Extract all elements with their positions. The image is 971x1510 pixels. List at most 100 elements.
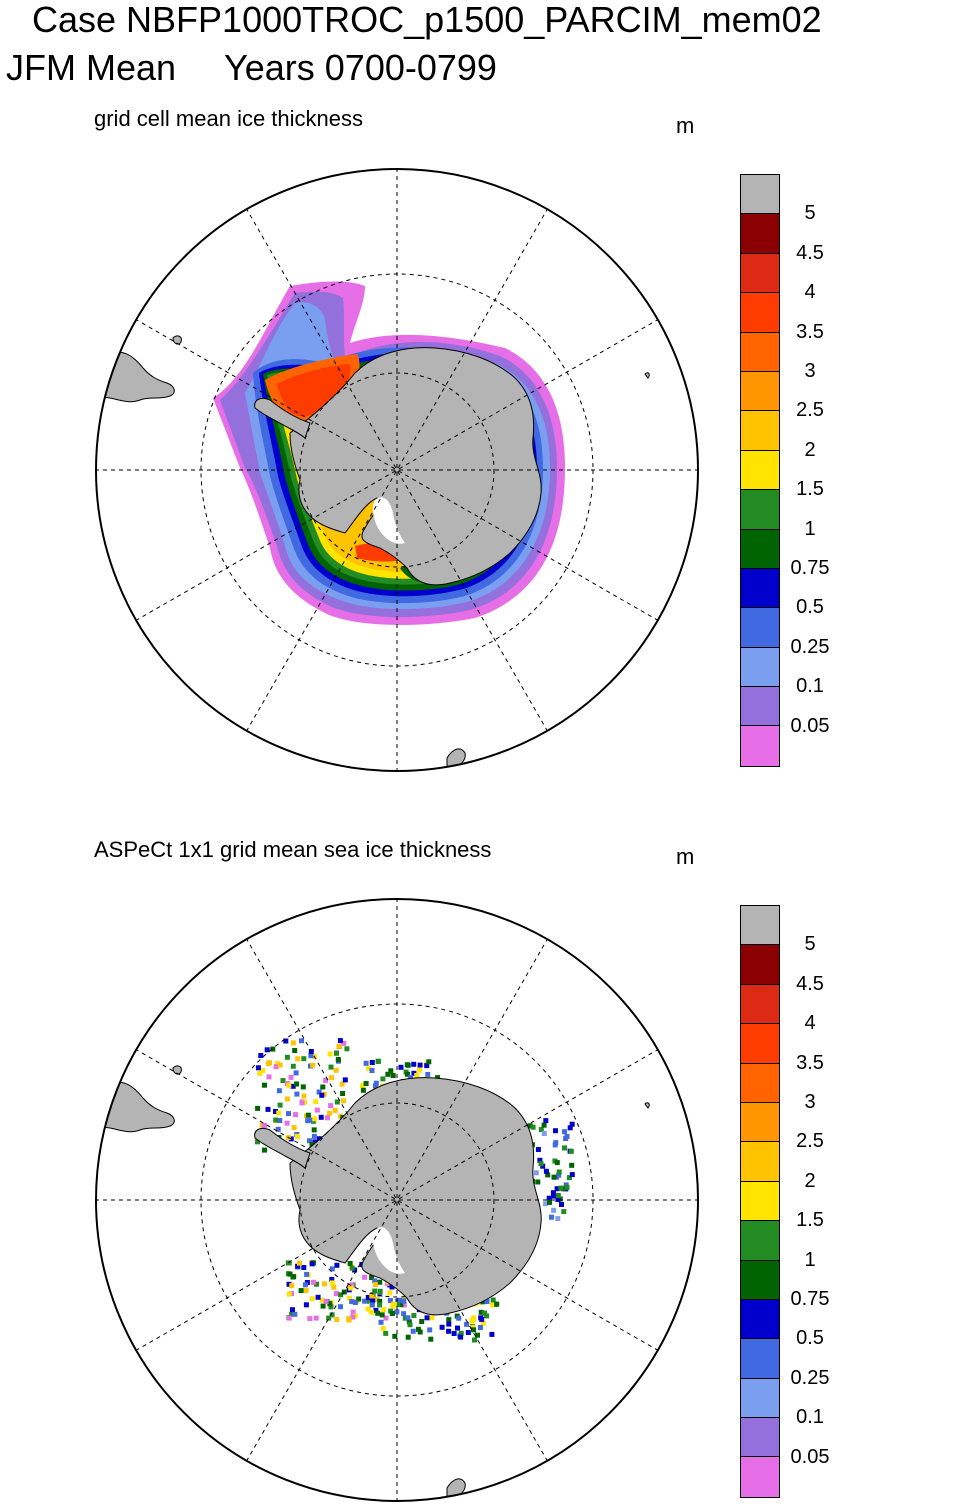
ice-cell: [314, 1107, 320, 1113]
ice-cell: [374, 1296, 380, 1302]
ice-cell: [366, 1065, 372, 1071]
ice-cell: [567, 1125, 573, 1131]
ice-cell: [419, 1319, 425, 1324]
ice-cell: [541, 1131, 547, 1136]
ice-cell: [369, 1060, 375, 1065]
ice-cell: [303, 1287, 309, 1293]
ice-cell: [377, 1288, 383, 1294]
ice-cell: [327, 1110, 333, 1116]
ice-cell: [329, 1266, 335, 1272]
ice-cell: [308, 1053, 314, 1059]
ice-cell: [550, 1190, 556, 1196]
ice-cell: [439, 1324, 445, 1330]
ice-cell: [417, 1329, 423, 1335]
ice-cell: [290, 1307, 295, 1313]
ice-cell: [315, 1294, 321, 1300]
ice-cell: [552, 1142, 558, 1148]
colorbar-swatch: [741, 175, 779, 215]
ice-cell: [331, 1284, 337, 1290]
ice-cell: [309, 1296, 315, 1302]
ice-cell: [299, 1038, 304, 1044]
ice-cell: [562, 1145, 568, 1151]
ice-cell: [323, 1298, 329, 1304]
ice-cell: [554, 1160, 560, 1166]
ice-cell: [292, 1048, 298, 1053]
colorbar-label: 5: [804, 933, 816, 956]
ice-cell: [337, 1038, 343, 1044]
ice-cell: [334, 1262, 340, 1268]
ice-cell: [329, 1075, 334, 1081]
ice-cell: [551, 1174, 557, 1180]
ice-cell: [255, 1065, 261, 1071]
ice-cell: [333, 1067, 339, 1073]
ice-cell: [322, 1281, 327, 1287]
falkland-islands: [172, 335, 182, 345]
case-title: Case NBFP1000TROC_p1500_PARCIM_mem02: [32, 0, 822, 40]
ice-cell: [338, 1304, 343, 1310]
ice-cell: [547, 1199, 553, 1205]
ice-cell: [533, 1170, 539, 1176]
south-america-land: [96, 1077, 175, 1133]
ice-cell: [559, 1202, 564, 1207]
ice-cell: [294, 1133, 300, 1139]
ice-cell: [365, 1294, 371, 1300]
ice-cell: [275, 1061, 280, 1066]
ice-cell: [292, 1311, 298, 1317]
ice-cell: [535, 1147, 541, 1152]
ice-cell: [369, 1302, 375, 1308]
ice-cell: [283, 1038, 289, 1044]
ice-cell: [312, 1116, 318, 1122]
colorbar-swatch: [741, 293, 779, 333]
colorbar-label: 0.25: [790, 635, 830, 658]
ice-cell: [349, 1265, 355, 1271]
antarctica-land: [289, 1077, 542, 1316]
ice-cell: [294, 1091, 300, 1097]
ice-cell: [338, 1292, 344, 1298]
ice-cell: [352, 1300, 358, 1305]
ice-cell: [405, 1334, 411, 1340]
ice-cell: [424, 1315, 430, 1321]
ice-cell: [373, 1080, 379, 1086]
colorbar-swatch: [741, 1378, 779, 1419]
ice-cell: [290, 1040, 296, 1046]
map-boundary: [95, 898, 699, 1502]
colorbar-swatch: [741, 1181, 779, 1222]
antarctica-land: [289, 347, 542, 586]
ice-cell: [387, 1290, 393, 1296]
ice-cell: [417, 1062, 423, 1068]
ice-cell: [299, 1100, 305, 1106]
ice-cell: [270, 1046, 276, 1052]
ice-cell: [311, 1127, 317, 1133]
ice-cell: [286, 1260, 292, 1266]
ice-cell: [255, 1105, 261, 1111]
ice-cell: [369, 1275, 375, 1280]
ice-cell: [405, 1315, 411, 1321]
ice-cell: [406, 1319, 412, 1325]
ice-cell: [302, 1282, 308, 1288]
ice-cell: [335, 1057, 341, 1062]
ice-cell: [543, 1118, 549, 1124]
ice-cell: [554, 1186, 560, 1192]
ice-cell: [265, 1106, 271, 1112]
ice-cell: [266, 1061, 271, 1067]
ice-cell: [255, 1139, 260, 1145]
ice-cell: [383, 1315, 389, 1321]
ice-cell: [394, 1309, 400, 1315]
ice-cell: [387, 1298, 393, 1304]
ice-cell: [465, 1330, 471, 1335]
ice-cell: [370, 1298, 376, 1304]
ice-cell: [262, 1082, 267, 1088]
colorbar-label: 0.1: [796, 1406, 824, 1429]
ice-cell: [426, 1059, 432, 1065]
colorbar-swatch: [741, 687, 779, 727]
ice-cell: [411, 1070, 417, 1076]
ice-cell: [326, 1315, 332, 1321]
colorbar-swatch: [741, 1260, 779, 1300]
ice-cell: [333, 1291, 339, 1297]
colorbar-swatch: [741, 568, 779, 609]
colorbar-swatch: [741, 1024, 779, 1064]
ice-cell: [346, 1295, 352, 1301]
ice-cell: [562, 1129, 567, 1135]
colorbar-swatch: [741, 214, 779, 254]
ice-cell: [262, 1147, 267, 1153]
